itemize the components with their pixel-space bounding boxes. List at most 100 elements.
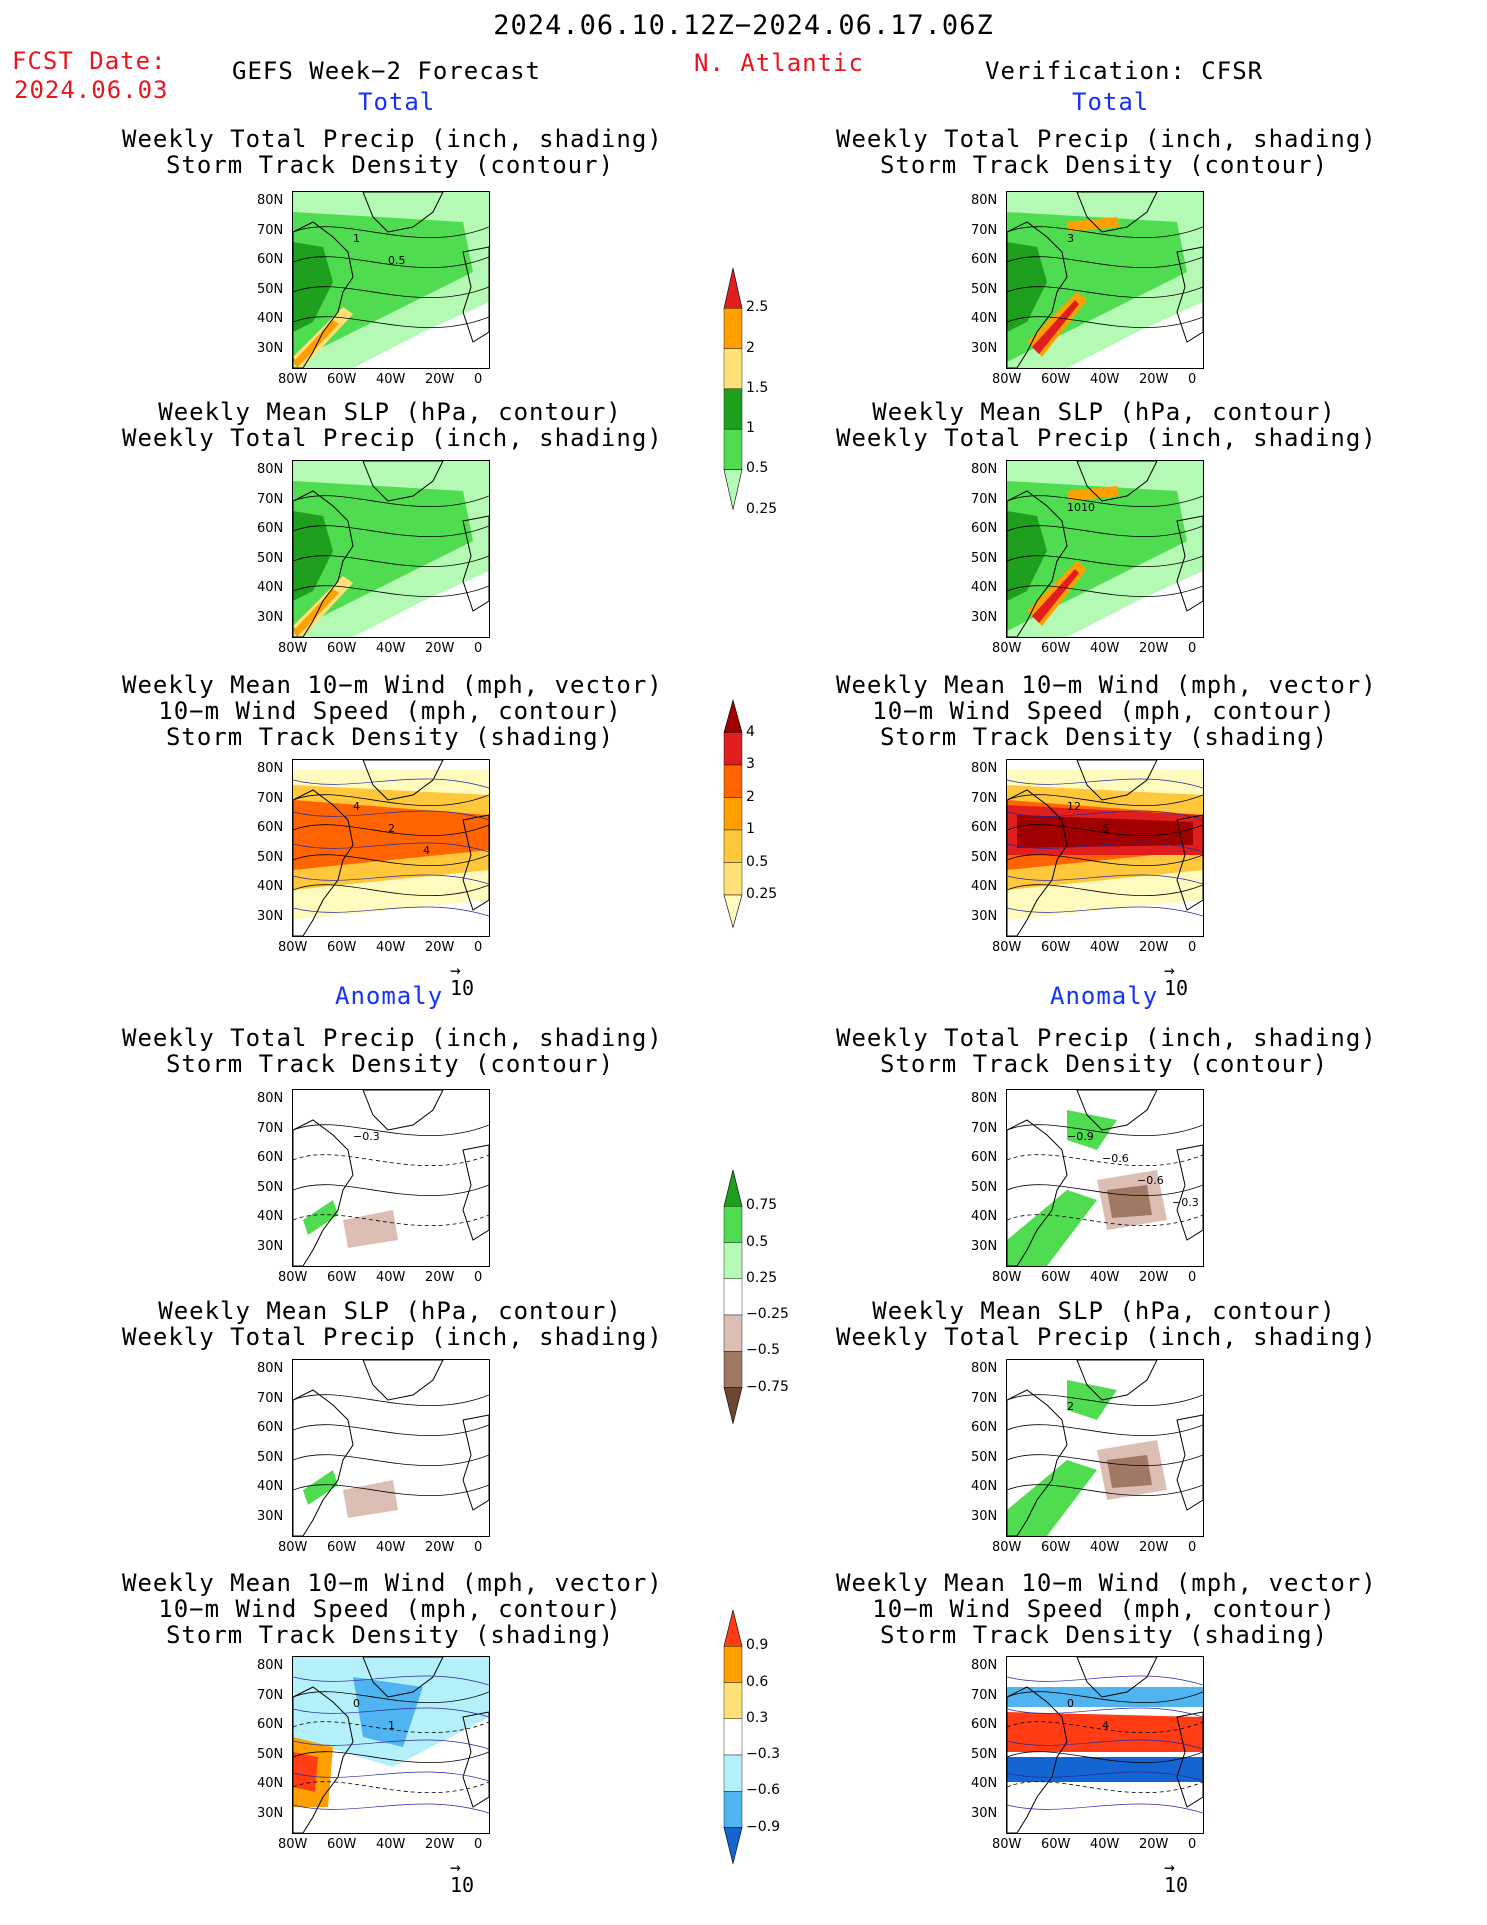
coastline bbox=[1007, 760, 1203, 936]
map-svg: −0.9 −0.6 −0.6 −0.3 bbox=[1007, 1090, 1203, 1266]
contour-line bbox=[293, 256, 489, 269]
lon-label: 20W bbox=[425, 940, 455, 955]
right-anomaly-label: Anomaly bbox=[1050, 982, 1159, 1010]
lon-label: 20W bbox=[1139, 1540, 1169, 1555]
contour-line bbox=[293, 495, 489, 508]
lon-label: 40W bbox=[1090, 641, 1120, 656]
contour-label: −0.6 bbox=[1102, 1152, 1129, 1165]
lon-label: 80W bbox=[992, 372, 1022, 387]
lat-label: 50N bbox=[257, 1746, 284, 1762]
contour-label: 2 bbox=[388, 822, 395, 835]
lat-label: 50N bbox=[971, 849, 998, 865]
coastline bbox=[1007, 1657, 1203, 1833]
lon-label: 80W bbox=[278, 641, 308, 656]
map-panel: −0.3 bbox=[292, 1089, 490, 1267]
colorbar-label: 0.5 bbox=[746, 1233, 769, 1250]
lon-label: 80W bbox=[992, 1540, 1022, 1555]
lat-label: 80N bbox=[971, 1091, 998, 1106]
contour-line bbox=[293, 316, 489, 329]
lat-label: 30N bbox=[257, 340, 284, 356]
lat-label: 60N bbox=[971, 521, 998, 536]
wind-contour bbox=[293, 906, 489, 917]
panel-title-line: Weekly Mean 10−m Wind (mph, vector) bbox=[122, 671, 663, 699]
shading-region bbox=[343, 1210, 398, 1248]
vector-value: 10 bbox=[1164, 1873, 1189, 1897]
coastline bbox=[1007, 1090, 1203, 1266]
lat-label: 40N bbox=[257, 1209, 284, 1224]
lon-label: 80W bbox=[278, 940, 308, 955]
contour-line bbox=[1007, 854, 1203, 867]
colorbar-tip bbox=[723, 1827, 743, 1864]
lat-label: 80N bbox=[257, 761, 284, 776]
colorbar-segment bbox=[723, 862, 743, 896]
colorbar-label: −0.75 bbox=[746, 1378, 789, 1395]
panel-title-line: Weekly Mean 10−m Wind (mph, vector) bbox=[836, 671, 1377, 699]
wind-contour bbox=[1007, 1803, 1203, 1814]
colorbar-segment bbox=[723, 1278, 743, 1316]
contour-line bbox=[293, 824, 489, 837]
lon-label: 80W bbox=[992, 1270, 1022, 1285]
lon-label: 20W bbox=[1139, 372, 1169, 387]
contour-label: 1010 bbox=[1067, 501, 1095, 514]
colorbar-label: 1.5 bbox=[746, 379, 769, 396]
vector-reference: → 10 bbox=[1164, 1859, 1189, 1898]
lat-label: 40N bbox=[257, 311, 284, 326]
panel-title: Weekly Mean 10−m Wind (mph, vector) 10−m … bbox=[122, 671, 663, 750]
wind-contour bbox=[1007, 906, 1203, 917]
map-panel: 3 bbox=[1006, 191, 1204, 369]
contour-line bbox=[1007, 1484, 1203, 1497]
colorbar-label: 1 bbox=[746, 821, 755, 837]
lat-label: 30N bbox=[257, 1805, 284, 1821]
map-panel bbox=[292, 1359, 490, 1537]
lat-label: 30N bbox=[971, 1805, 998, 1821]
contour-line bbox=[293, 226, 489, 239]
panel-title-line: Storm Track Density (contour) bbox=[879, 151, 1329, 179]
colorbar-segment bbox=[723, 388, 743, 430]
lon-label: 0 bbox=[1188, 940, 1197, 955]
colorbar-segment bbox=[723, 764, 743, 798]
lat-label: 60N bbox=[971, 820, 998, 835]
lon-label: 60W bbox=[1041, 1270, 1071, 1285]
coastline bbox=[1007, 461, 1203, 637]
lat-label: 30N bbox=[971, 1238, 998, 1254]
contour-line bbox=[1007, 286, 1203, 299]
map-svg bbox=[293, 1360, 489, 1536]
colorbar-precip bbox=[723, 267, 743, 510]
lon-label: 20W bbox=[425, 372, 455, 387]
lat-label: 30N bbox=[257, 1508, 284, 1524]
contour-label: −0.3 bbox=[1172, 1196, 1199, 1209]
lon-label: 0 bbox=[1188, 641, 1197, 656]
contour-line bbox=[293, 555, 489, 568]
lon-label: 40W bbox=[1090, 372, 1120, 387]
panel-title: Weekly Total Precip (inch, shading) Storm… bbox=[836, 126, 1376, 179]
map-svg bbox=[293, 461, 489, 637]
colorbar-label: 4 bbox=[746, 723, 755, 740]
panel-title: Weekly Total Precip (inch, shading) Storm… bbox=[122, 1025, 662, 1077]
coastline bbox=[293, 1360, 489, 1536]
lon-label: 0 bbox=[474, 372, 483, 387]
wind-contour bbox=[1007, 1739, 1203, 1750]
wind-contour bbox=[1007, 874, 1203, 885]
lon-label: 80W bbox=[992, 940, 1022, 955]
contour-line bbox=[293, 1394, 489, 1407]
panel-title: Weekly Mean SLP (hPa, contour) Weekly Tot… bbox=[122, 399, 662, 451]
lat-label: 50N bbox=[971, 1179, 998, 1195]
lat-label: 70N bbox=[971, 1687, 998, 1703]
lat-label: 30N bbox=[971, 1508, 998, 1524]
contour-line bbox=[293, 1154, 489, 1167]
shading-region bbox=[303, 1200, 338, 1235]
contour-line bbox=[1007, 1721, 1203, 1734]
panel-title-line: 10−m Wind Speed (mph, contour) bbox=[872, 1595, 1336, 1623]
panel-title: Weekly Mean 10−m Wind (mph, vector) 10−m … bbox=[836, 671, 1377, 750]
lat-label: 60N bbox=[257, 1420, 284, 1435]
coastline bbox=[1007, 1360, 1203, 1536]
shading-region bbox=[1007, 1190, 1097, 1266]
lat-label: 80N bbox=[971, 761, 998, 776]
lon-label: 40W bbox=[376, 940, 406, 955]
panel-title-line: Weekly Mean SLP (hPa, contour) bbox=[872, 398, 1336, 426]
lon-label: 60W bbox=[327, 1540, 357, 1555]
shading-region bbox=[1007, 1687, 1203, 1707]
shading-region bbox=[303, 1470, 338, 1505]
lat-label: 70N bbox=[971, 491, 998, 507]
lat-label: 60N bbox=[257, 1717, 284, 1732]
